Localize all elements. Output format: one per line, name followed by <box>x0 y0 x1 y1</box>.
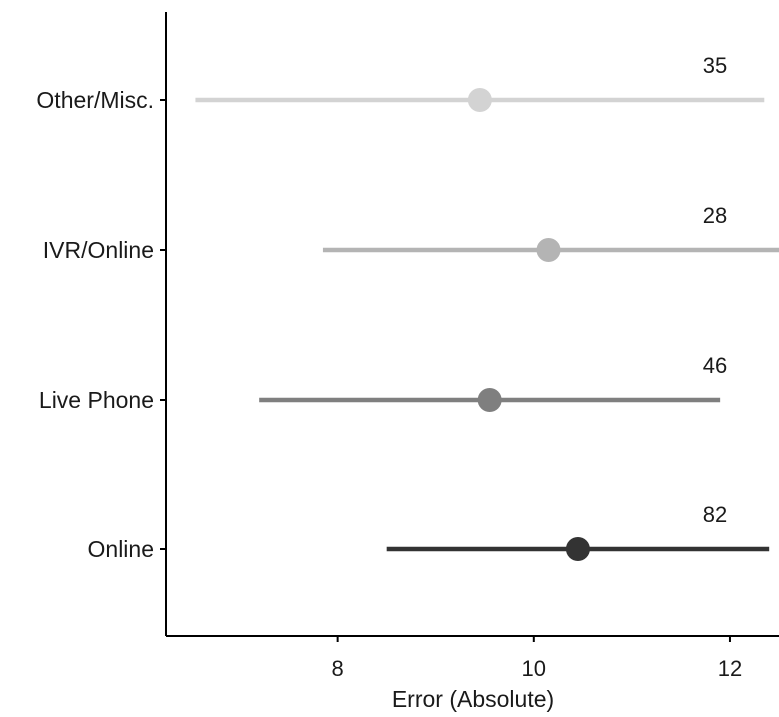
x-tick-label: 8 <box>332 656 344 681</box>
row-online: Online 82 <box>88 502 770 562</box>
row-ivr-online: IVR/Online 28 <box>43 203 779 263</box>
row-other-misc-: Other/Misc. 35 <box>36 53 765 113</box>
count-label: 82 <box>703 502 727 527</box>
row-live-phone: Live Phone 46 <box>39 353 727 413</box>
count-label: 28 <box>703 203 727 228</box>
count-label: 35 <box>703 53 727 78</box>
category-label: IVR/Online <box>43 237 154 263</box>
x-axis-title: Error (Absolute) <box>392 686 554 712</box>
count-label: 46 <box>703 353 727 378</box>
x-tick-label: 12 <box>718 656 742 681</box>
category-label: Other/Misc. <box>36 87 154 113</box>
estimate-point <box>565 537 590 561</box>
estimate-point <box>536 238 561 262</box>
x-axis-ticks: 8 10 12 <box>332 636 742 681</box>
x-tick-label: 10 <box>522 656 546 681</box>
category-label: Live Phone <box>39 387 154 413</box>
estimate-point <box>467 88 492 112</box>
estimate-point <box>477 388 502 412</box>
chart-rows: Other/Misc. 35 IVR/Online 28 Live Phone 46 Onl… <box>36 53 779 562</box>
category-label: Online <box>88 536 154 562</box>
